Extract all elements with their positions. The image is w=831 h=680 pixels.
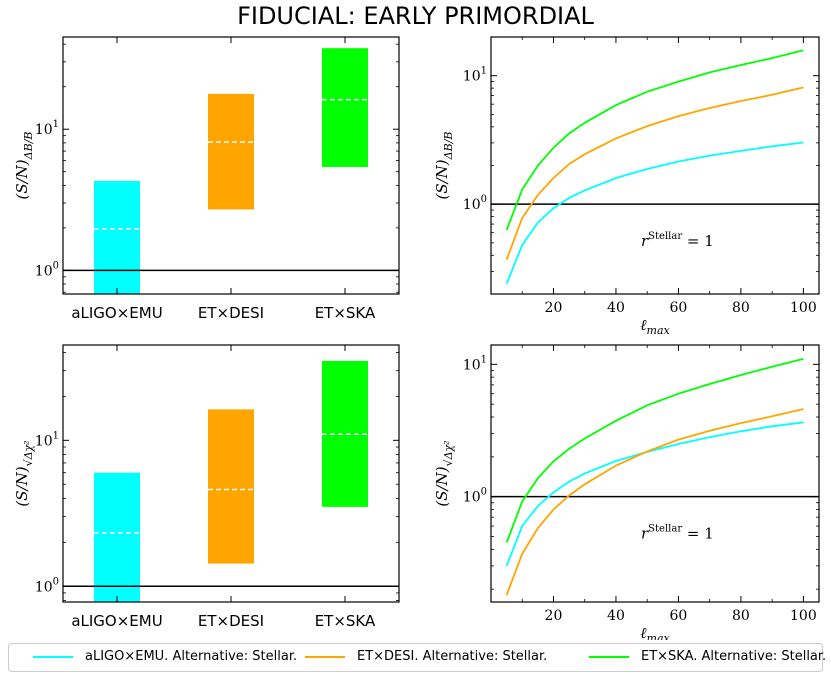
legend-swatch — [305, 655, 345, 658]
category-label: aLIGO×EMU — [71, 612, 162, 630]
x-tick-label: 80 — [732, 608, 750, 624]
range-bar — [94, 180, 140, 294]
y-axis-label: (S/N)ΔB/B — [13, 132, 35, 200]
y-tick-label: 100 — [463, 194, 487, 213]
plot-frame — [490, 36, 820, 295]
x-tick-label: 20 — [545, 300, 563, 316]
x-tick-label: 80 — [732, 300, 750, 316]
x-tick-label: 20 — [545, 608, 563, 624]
x-tick-label: 100 — [790, 608, 817, 624]
series-line — [505, 358, 804, 543]
panel-1: aLIGO×EMU ET×DESI ET×SKA 100 101(S/N)ΔB/B — [13, 36, 400, 322]
legend-label: ET×SKA. Alternative: Stellar. — [641, 649, 827, 664]
x-axis-label: ℓmax — [640, 624, 670, 640]
y-axis-label: (S/N)ΔB/B — [433, 132, 455, 200]
x-axis-label: ℓmax — [640, 316, 670, 337]
legend-item: aLIGO×EMU. Alternative: Stellar. — [33, 649, 297, 664]
y-tick-label: 100 — [35, 260, 59, 279]
panel-3: aLIGO×EMU ET×DESI ET×SKA 100 101(S/N)√Δχ² — [13, 344, 400, 630]
x-tick-label: 40 — [607, 300, 625, 316]
legend-label: aLIGO×EMU. Alternative: Stellar. — [85, 649, 298, 664]
y-tick-label: 101 — [463, 66, 487, 85]
x-tick-label: 60 — [670, 300, 688, 316]
category-label: aLIGO×EMU — [71, 304, 162, 322]
legend: aLIGO×EMU. Alternative: Stellar. ET×DESI.… — [8, 643, 826, 672]
series-line — [505, 141, 804, 285]
x-tick-label: 100 — [790, 300, 817, 316]
figure-title: FIDUCIAL: EARLY PRIMORDIAL — [237, 2, 594, 30]
legend-swatch — [589, 655, 629, 658]
annotation: rStellar = 1 — [641, 524, 714, 543]
y-tick-label: 100 — [35, 576, 59, 595]
y-tick-label: 101 — [35, 119, 59, 138]
series-line — [505, 86, 804, 261]
y-axis-label: (S/N)√Δχ² — [13, 440, 35, 506]
plot-frame — [62, 36, 400, 295]
category-label: ET×SKA — [315, 304, 376, 322]
y-axis-label: (S/N)√Δχ² — [433, 440, 455, 506]
y-tick-label: 101 — [35, 430, 59, 449]
range-bar — [208, 93, 254, 210]
plot-frame — [62, 344, 400, 603]
category-label: ET×DESI — [198, 304, 264, 322]
y-tick-label: 100 — [463, 487, 487, 506]
range-bar — [322, 48, 368, 167]
category-label: ET×SKA — [315, 612, 376, 630]
plot-frame — [490, 344, 820, 603]
legend-label: ET×DESI. Alternative: Stellar. — [357, 649, 548, 664]
panel-4: 20 40 60 80 100 ℓmax rStellar = 1 100 101 (S/N)√Δ… — [433, 344, 820, 640]
series-line — [505, 49, 804, 231]
annotation: rStellar = 1 — [641, 231, 714, 250]
legend-item: ET×DESI. Alternative: Stellar. — [305, 649, 547, 664]
range-bar — [322, 360, 368, 507]
range-bar — [208, 409, 254, 564]
range-bar — [94, 472, 140, 602]
series-line — [505, 408, 804, 596]
x-tick-label: 60 — [670, 608, 688, 624]
panel-2: 20 40 60 80 100 ℓmax rStellar = 1 100 101 (S/N)ΔB… — [433, 36, 820, 337]
x-tick-label: 40 — [607, 608, 625, 624]
category-label: ET×DESI — [198, 612, 264, 630]
y-tick-label: 101 — [463, 354, 487, 373]
legend-item: ET×SKA. Alternative: Stellar. — [589, 649, 826, 664]
series-line — [505, 421, 804, 567]
legend-swatch — [33, 655, 73, 658]
